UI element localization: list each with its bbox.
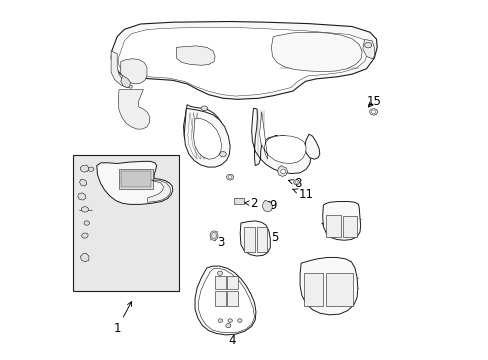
Polygon shape	[184, 108, 230, 167]
Ellipse shape	[280, 169, 285, 174]
Text: 3: 3	[212, 236, 224, 249]
Ellipse shape	[293, 180, 299, 185]
Polygon shape	[111, 22, 376, 99]
Bar	[343, 216, 357, 237]
Bar	[256, 227, 267, 252]
Ellipse shape	[88, 167, 94, 171]
Bar	[215, 276, 225, 289]
Polygon shape	[121, 59, 147, 84]
Text: 8: 8	[288, 177, 302, 190]
Polygon shape	[304, 134, 319, 159]
Ellipse shape	[81, 207, 88, 212]
Polygon shape	[80, 253, 89, 262]
Ellipse shape	[237, 319, 242, 322]
Ellipse shape	[371, 110, 375, 114]
Text: 1: 1	[113, 302, 131, 335]
Polygon shape	[121, 75, 130, 87]
Bar	[119, 169, 153, 189]
Text: 9: 9	[264, 199, 276, 212]
Polygon shape	[80, 179, 86, 186]
Polygon shape	[176, 46, 215, 65]
Ellipse shape	[201, 106, 207, 111]
Bar	[227, 276, 238, 289]
Polygon shape	[80, 166, 89, 172]
Bar	[303, 273, 323, 306]
Polygon shape	[240, 221, 270, 256]
Ellipse shape	[211, 232, 216, 239]
Text: 15: 15	[366, 95, 381, 108]
Text: 7: 7	[206, 152, 219, 165]
Ellipse shape	[81, 233, 88, 238]
Text: 11: 11	[292, 188, 313, 201]
Ellipse shape	[227, 319, 232, 322]
Polygon shape	[118, 90, 149, 129]
Polygon shape	[147, 180, 170, 202]
Text: 10: 10	[278, 157, 293, 170]
Polygon shape	[78, 193, 86, 200]
Text: 14: 14	[199, 295, 219, 309]
Polygon shape	[118, 27, 367, 96]
Ellipse shape	[218, 319, 222, 322]
Bar	[73, 155, 179, 291]
Bar	[325, 215, 341, 237]
Polygon shape	[251, 108, 310, 174]
Ellipse shape	[228, 176, 231, 179]
Polygon shape	[195, 266, 255, 335]
Polygon shape	[183, 105, 225, 160]
Ellipse shape	[225, 323, 230, 328]
Polygon shape	[300, 257, 357, 315]
Bar	[121, 171, 151, 187]
Text: 2: 2	[244, 197, 257, 210]
Polygon shape	[193, 118, 221, 159]
Ellipse shape	[364, 42, 371, 48]
Bar	[244, 226, 255, 252]
Bar	[227, 291, 238, 306]
Ellipse shape	[294, 181, 297, 183]
Polygon shape	[322, 202, 360, 240]
Text: 13: 13	[272, 134, 293, 147]
Polygon shape	[111, 51, 132, 88]
Ellipse shape	[84, 221, 89, 225]
Polygon shape	[362, 40, 373, 59]
Polygon shape	[271, 32, 362, 72]
Polygon shape	[262, 200, 272, 212]
Polygon shape	[97, 161, 172, 204]
Text: 4: 4	[227, 330, 235, 347]
Polygon shape	[198, 268, 254, 333]
Ellipse shape	[369, 109, 377, 115]
Text: 5: 5	[264, 231, 278, 244]
Bar	[215, 291, 225, 306]
Polygon shape	[186, 110, 221, 157]
Ellipse shape	[226, 174, 233, 180]
Ellipse shape	[210, 231, 218, 240]
Text: 12: 12	[321, 223, 341, 237]
Bar	[234, 198, 244, 204]
Polygon shape	[259, 112, 305, 163]
Text: 6: 6	[309, 283, 321, 296]
Ellipse shape	[219, 152, 226, 157]
Polygon shape	[277, 166, 287, 176]
Ellipse shape	[217, 271, 222, 275]
Bar	[325, 273, 352, 306]
